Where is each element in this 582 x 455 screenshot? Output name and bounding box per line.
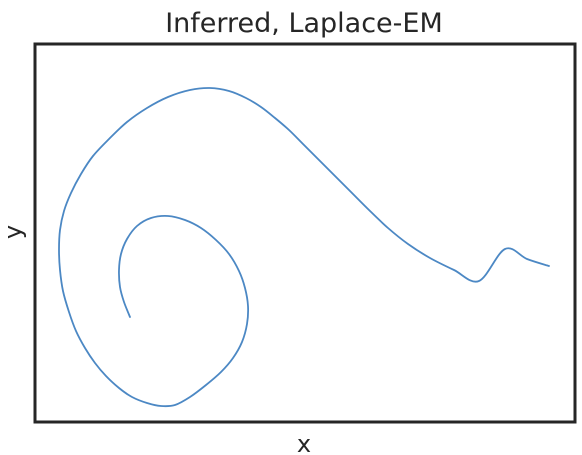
x-axis-label: x — [297, 430, 311, 455]
chart-title: Inferred, Laplace-EM — [165, 8, 443, 39]
y-axis-label: y — [0, 225, 27, 239]
plot-area — [58, 87, 550, 408]
series-line-0 — [58, 87, 550, 408]
plot-frame — [33, 42, 577, 424]
